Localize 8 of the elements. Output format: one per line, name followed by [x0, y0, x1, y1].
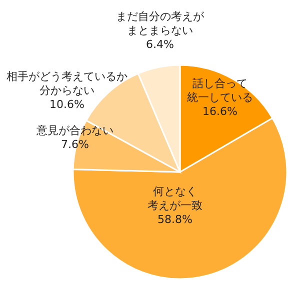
slice-label: まだ自分の考えがまとまらない	[116, 10, 205, 36]
slice-label: 何となく考えが一致	[148, 184, 202, 212]
data-label: 10.6%	[50, 98, 84, 110]
data-label: 6.4%	[146, 38, 174, 50]
slice-label: 相手がどう考えているか分からない	[6, 70, 128, 96]
data-label: 58.8%	[158, 212, 192, 226]
slice-label: 話し合って統一している	[187, 76, 253, 104]
data-label: 16.6%	[202, 104, 238, 118]
